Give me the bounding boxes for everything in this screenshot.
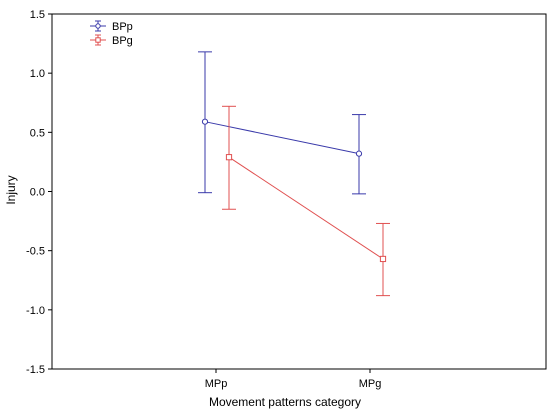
series-layer	[198, 51, 390, 297]
legend-marker	[95, 23, 101, 29]
plot-area	[51, 13, 547, 370]
y-tick-label: 1.0	[30, 68, 45, 80]
data-point	[225, 154, 233, 161]
legend: BPp BPg	[90, 20, 133, 47]
legend-label: BPg	[112, 35, 133, 47]
x-tick-label: MPg	[359, 378, 382, 390]
x-axis-title: Movement patterns category	[209, 395, 361, 409]
x-tick-label: MPp	[205, 378, 228, 390]
y-tick-label: -1.5	[26, 364, 45, 376]
series-bpg	[222, 105, 390, 297]
y-tick-label: -0.5	[26, 246, 45, 258]
data-point	[201, 118, 209, 125]
legend-marker	[95, 37, 101, 43]
data-point	[379, 255, 387, 263]
y-tick-label: -1.0	[26, 305, 45, 317]
y-axis-title: Injury	[4, 175, 18, 204]
series-line	[228, 156, 384, 260]
y-tick-label: 0.5	[30, 127, 45, 139]
y-tick-label: 0.0	[30, 187, 45, 199]
x-axis: MPp MPg	[205, 369, 382, 390]
legend-label: BPp	[112, 21, 133, 33]
plot-border	[51, 13, 547, 370]
y-tick-label: 1.5	[30, 9, 45, 21]
series-bpp	[198, 51, 366, 195]
series-line	[204, 121, 360, 155]
y-axis: 1.5 1.0 0.5 0.0 -0.5 -1.0 -1.5	[26, 9, 52, 376]
data-point	[355, 150, 363, 157]
